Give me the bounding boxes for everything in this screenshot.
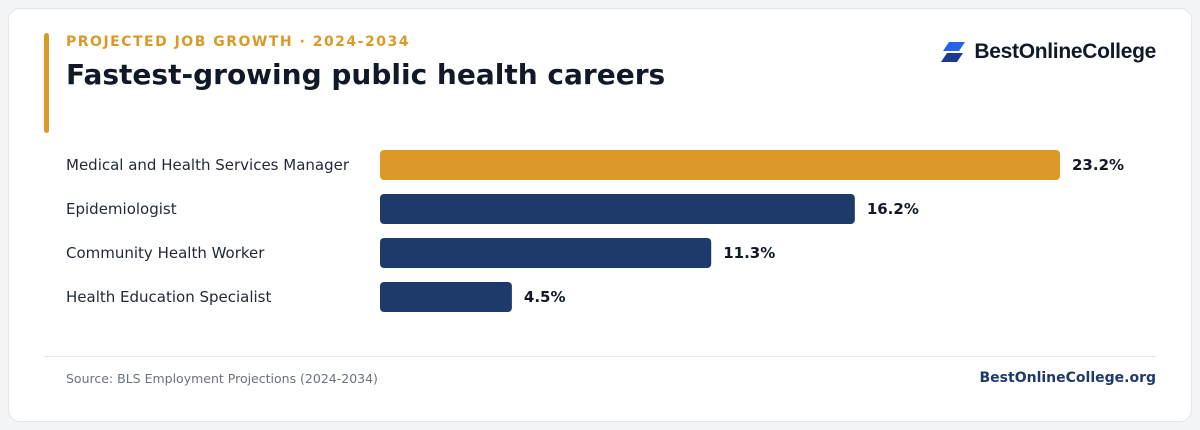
chart-kicker: PROJECTED JOB GROWTH · 2024-2034	[66, 34, 410, 50]
bar-value-label: 11.3%	[723, 244, 775, 262]
accent-bar	[44, 33, 49, 133]
bar	[380, 194, 855, 224]
bar-value-label: 23.2%	[1072, 156, 1124, 174]
bar	[380, 282, 512, 312]
bar-value-label: 4.5%	[524, 288, 566, 306]
source-note: Source: BLS Employment Projections (2024…	[66, 371, 378, 386]
chart-title: Fastest-growing public health careers	[66, 58, 666, 91]
bar	[380, 238, 712, 268]
category-label: Medical and Health Services Manager	[66, 156, 350, 174]
category-label: Epidemiologist	[66, 200, 177, 218]
stacked-parallelogram-logo-icon	[941, 42, 966, 62]
category-label: Community Health Worker	[66, 244, 265, 262]
category-label: Health Education Specialist	[66, 288, 271, 306]
footer-site-link[interactable]: BestOnlineCollege.org	[979, 370, 1156, 386]
bar	[380, 150, 1060, 180]
brand-name: BestOnlineCollege	[974, 40, 1156, 63]
bar-value-label: 16.2%	[867, 200, 919, 218]
footer-divider	[44, 356, 1156, 357]
brand-logo[interactable]: BestOnlineCollege	[940, 40, 1156, 64]
